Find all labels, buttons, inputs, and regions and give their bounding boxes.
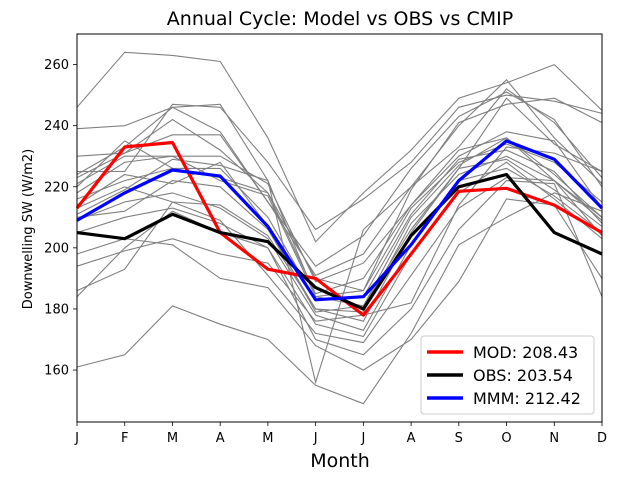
main-series-lines bbox=[75, 139, 604, 317]
y-axis: 160 180 200 220 240 260 bbox=[44, 58, 77, 379]
x-tick-label: S bbox=[455, 431, 463, 446]
x-tick-label: J bbox=[74, 431, 79, 446]
cmip-model-line-2 bbox=[76, 78, 603, 385]
y-tick-label: 260 bbox=[44, 58, 69, 73]
legend: MOD: 208.43 OBS: 203.54 MMM: 212.42 bbox=[420, 335, 595, 415]
legend-label-obs: OBS: 203.54 bbox=[473, 366, 573, 385]
cmip-model-line-21 bbox=[76, 97, 603, 307]
x-tick-label: N bbox=[549, 431, 559, 446]
y-tick-label: 180 bbox=[44, 302, 69, 317]
y-tick-label: 200 bbox=[44, 241, 69, 256]
y-axis-label: Downwelling SW (W/m2) bbox=[21, 149, 36, 309]
cmip-model-line-13 bbox=[76, 167, 603, 331]
cmip-model-lines bbox=[76, 51, 603, 405]
y-tick-label: 220 bbox=[44, 180, 69, 195]
cmip-model-line-6 bbox=[76, 131, 603, 283]
chart-title: Annual Cycle: Model vs OBS vs CMIP bbox=[167, 8, 513, 30]
cmip-model-line-16 bbox=[76, 146, 603, 322]
cmip-model-line-5 bbox=[76, 88, 603, 277]
x-tick-label: F bbox=[121, 431, 128, 446]
cmip-model-line-15 bbox=[76, 198, 603, 371]
plot-frame bbox=[76, 33, 603, 423]
cmip-model-line-8 bbox=[76, 143, 603, 298]
x-tick-label: D bbox=[597, 431, 607, 446]
cmip-model-line-20 bbox=[76, 97, 603, 292]
cmip-model-line-19 bbox=[76, 192, 603, 405]
cmip-model-line-11 bbox=[76, 155, 603, 313]
cmip-model-line-14 bbox=[76, 161, 603, 338]
x-tick-label: O bbox=[501, 431, 511, 446]
x-tick-label: M bbox=[167, 431, 178, 446]
cmip-model-line-12 bbox=[76, 158, 603, 322]
legend-label-mmm: MMM: 212.42 bbox=[473, 389, 581, 408]
cmip-model-line-4 bbox=[76, 91, 603, 267]
cmip-model-line-1 bbox=[76, 51, 603, 243]
cmip-model-line-17 bbox=[76, 177, 603, 344]
legend-label-mod: MOD: 208.43 bbox=[473, 343, 578, 362]
x-tick-label: A bbox=[216, 431, 225, 446]
x-axis-label: Month bbox=[310, 450, 370, 472]
x-tick-label: J bbox=[313, 431, 318, 446]
y-tick-label: 240 bbox=[44, 119, 69, 134]
x-tick-label: M bbox=[262, 431, 273, 446]
x-tick-label: J bbox=[360, 431, 365, 446]
series-line-mmm bbox=[76, 139, 604, 302]
y-tick-label: 160 bbox=[44, 364, 69, 379]
x-tick-label: A bbox=[407, 431, 416, 446]
legend-box bbox=[420, 335, 595, 415]
